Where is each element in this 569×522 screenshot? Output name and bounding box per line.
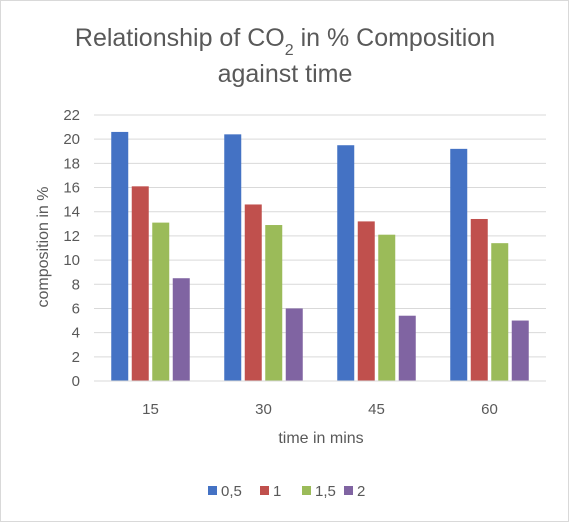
- legend-label: 1: [273, 483, 281, 500]
- y-tick-label: 12: [63, 228, 80, 245]
- bar-series-1-cat-0: [131, 186, 149, 381]
- y-tick-label: 4: [72, 325, 80, 342]
- chart-title-line2: against time: [218, 60, 353, 88]
- chart-title-subscript: 2: [285, 42, 294, 59]
- bar-series-0-cat-2: [337, 145, 355, 381]
- legend-label: 2: [357, 483, 365, 500]
- bars: [111, 131, 529, 381]
- legend-swatch: [260, 486, 269, 495]
- x-tick-label: 15: [142, 401, 159, 418]
- y-tick-label: 22: [63, 107, 80, 124]
- y-tick-label: 14: [63, 204, 80, 221]
- y-tick-label: 8: [72, 276, 80, 293]
- bar-series-0-cat-1: [224, 134, 242, 381]
- bar-series-0-cat-3: [450, 148, 468, 381]
- bar-series-3-cat-0: [172, 278, 190, 381]
- x-tick-label: 45: [368, 401, 385, 418]
- bar-series-1-cat-1: [244, 204, 262, 381]
- y-tick-label: 16: [63, 180, 80, 197]
- x-tick-label: 30: [255, 401, 272, 418]
- legend: 0,5 1 1,5 2: [208, 483, 365, 500]
- y-tick-label: 18: [63, 155, 80, 172]
- chart-title-prefix: Relationship of CO: [75, 24, 285, 52]
- legend-swatch: [344, 486, 353, 495]
- bar-series-2-cat-3: [491, 243, 509, 381]
- y-tick-label: 2: [72, 349, 80, 366]
- x-axis-ticks: 15 30 45 60: [142, 401, 498, 418]
- bar-series-3-cat-3: [511, 320, 529, 381]
- y-tick-label: 20: [63, 131, 80, 148]
- y-axis-label: composition in %: [35, 187, 52, 308]
- legend-label: 1,5: [315, 483, 336, 500]
- y-axis-ticks: 0 2 4 6 8 10 12 14 16 18 20 22: [63, 107, 80, 390]
- bar-series-2-cat-2: [378, 234, 396, 381]
- legend-label: 0,5: [221, 483, 242, 500]
- gridlines: [94, 114, 546, 358]
- bar-series-1-cat-3: [470, 218, 488, 381]
- legend-swatch: [208, 486, 217, 495]
- y-tick-label: 6: [72, 300, 80, 317]
- bar-series-2-cat-1: [265, 225, 283, 381]
- bar-series-1-cat-2: [357, 221, 375, 381]
- bar-series-3-cat-2: [398, 315, 416, 381]
- bar-series-0-cat-0: [111, 131, 129, 381]
- x-axis-label: time in mins: [278, 430, 363, 447]
- y-tick-label: 0: [72, 373, 80, 390]
- y-tick-label: 10: [63, 252, 80, 269]
- chart-title: Relationship of CO2 in % Composition: [75, 24, 495, 59]
- chart-title-suffix: in % Composition: [294, 24, 495, 52]
- legend-swatch: [302, 486, 311, 495]
- bar-series-3-cat-1: [285, 308, 303, 381]
- bar-series-2-cat-0: [152, 222, 170, 381]
- x-tick-label: 60: [481, 401, 498, 418]
